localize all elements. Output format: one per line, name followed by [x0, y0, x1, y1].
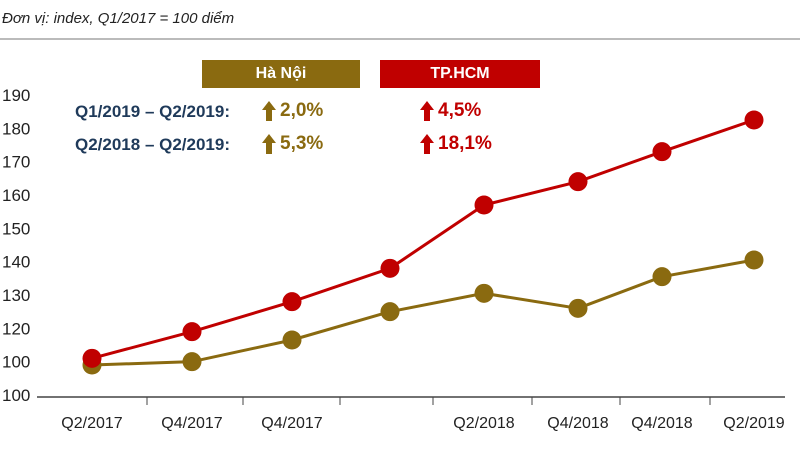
y-tick-label: 100 — [2, 386, 30, 405]
legend-hcm: TP.HCM — [380, 60, 540, 88]
legend-hanoi: Hà Nội — [202, 60, 360, 88]
data-point — [282, 330, 302, 350]
y-tick-label: 170 — [2, 153, 30, 172]
data-point — [652, 142, 672, 162]
y-tick-label: 160 — [2, 186, 30, 205]
summary-row-label: Q1/2019 – Q2/2019: — [75, 102, 231, 121]
y-tick-label: 130 — [2, 286, 30, 305]
data-point — [652, 267, 672, 287]
data-point — [744, 250, 764, 270]
x-tick-label: Q2/2019 — [723, 415, 784, 432]
data-point — [568, 172, 588, 192]
x-tick-label: Q4/2018 — [631, 415, 692, 432]
hanoi-qoq-value: 2,0% — [262, 100, 323, 122]
arrow-up-icon — [420, 134, 434, 154]
hanoi-yoy-value: 5,3% — [262, 133, 323, 155]
data-point — [380, 302, 400, 322]
y-tick-label: 190 — [2, 86, 30, 105]
hcm-qoq-value: 4,5% — [420, 100, 481, 122]
data-point — [380, 258, 400, 278]
y-tick-label: 120 — [2, 319, 30, 338]
y-tick-label: 100 — [2, 353, 30, 372]
y-tick-label: 150 — [2, 219, 30, 238]
hcm-yoy-value: 18,1% — [420, 133, 492, 155]
legend-hanoi-label: Hà Nội — [255, 65, 307, 82]
data-point — [82, 355, 102, 375]
data-point — [744, 110, 764, 130]
x-tick-label: Q4/2017 — [261, 415, 322, 432]
legend-hcm-label: TP.HCM — [430, 65, 490, 82]
x-tick-label: Q4/2018 — [547, 415, 608, 432]
data-point — [568, 298, 588, 318]
arrow-up-icon — [420, 101, 434, 121]
data-point — [474, 195, 494, 215]
arrow-up-icon — [262, 101, 276, 121]
y-tick-label: 180 — [2, 119, 30, 138]
x-tick-label: Q2/2018 — [453, 415, 514, 432]
unit-note: Đơn vị: index, Q1/2017 = 100 diểm — [2, 10, 235, 27]
y-tick-label: 140 — [2, 253, 30, 272]
series-line — [91, 118, 755, 360]
hanoi-yoy-text: 5,3% — [280, 133, 324, 154]
header-divider — [0, 38, 800, 40]
arrow-up-icon — [262, 134, 276, 154]
data-point — [82, 348, 102, 368]
data-point — [182, 352, 202, 372]
x-tick-label: Q2/2017 — [61, 415, 122, 432]
summary-row-label: Q2/2018 – Q2/2019: — [75, 135, 231, 154]
hanoi-qoq-text: 2,0% — [280, 100, 324, 121]
x-tick-label: Q4/2017 — [161, 415, 222, 432]
data-point — [282, 292, 302, 312]
hcm-yoy-text: 18,1% — [438, 133, 492, 154]
data-point — [182, 322, 202, 342]
hcm-qoq-text: 4,5% — [438, 100, 482, 121]
data-point — [474, 283, 494, 303]
series-line — [91, 258, 755, 367]
